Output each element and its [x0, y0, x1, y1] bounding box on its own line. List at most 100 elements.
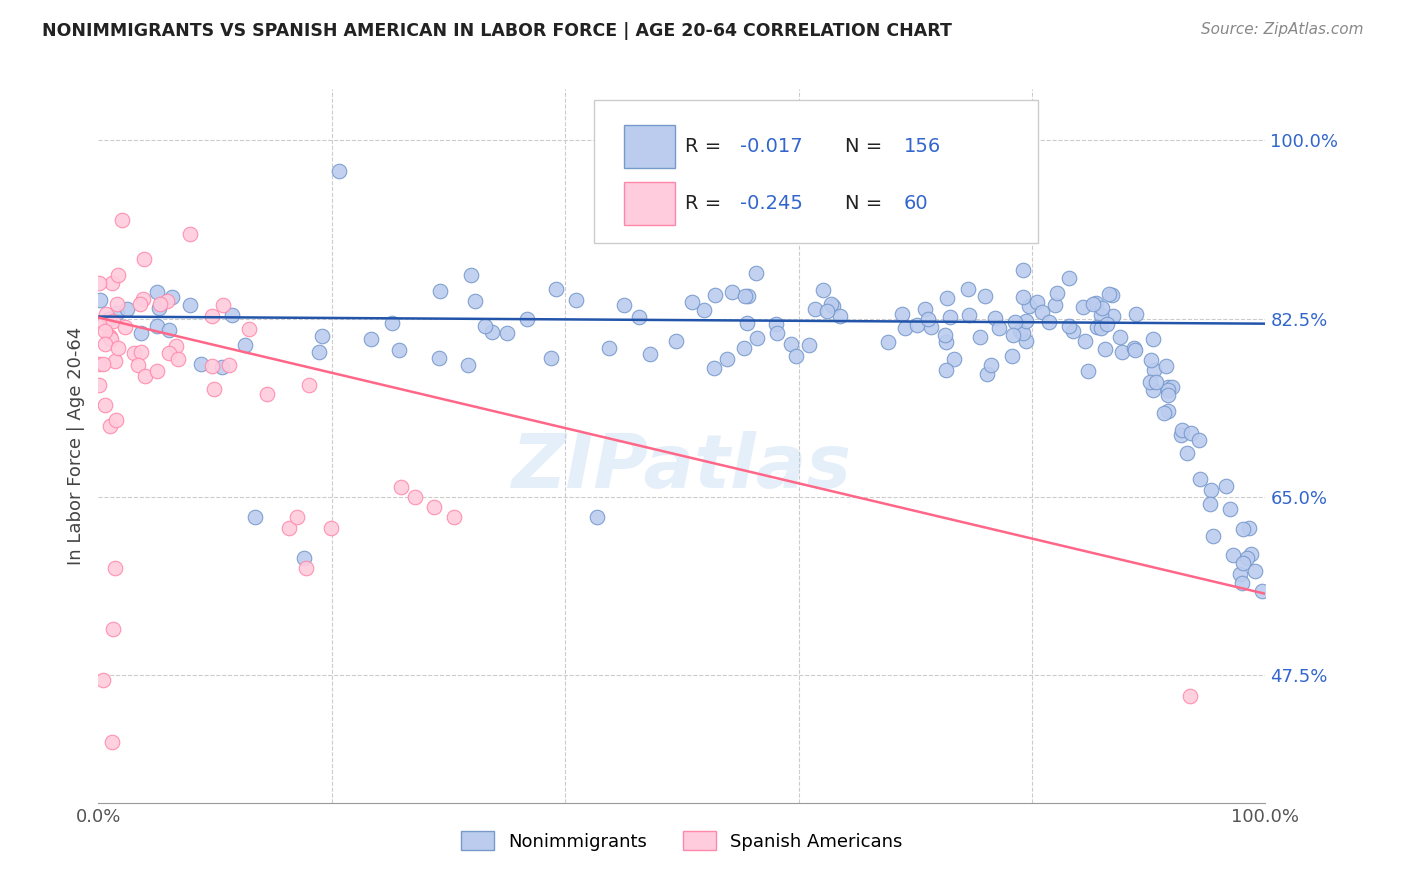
- Point: [221, 308, 243, 322]
- Point: [1215, 479, 1237, 493]
- Point: [720, 285, 742, 299]
- Point: [942, 351, 965, 366]
- Point: [114, 319, 136, 334]
- Point: [1011, 326, 1033, 341]
- Point: [1038, 315, 1060, 329]
- Point: [1170, 428, 1192, 442]
- FancyBboxPatch shape: [624, 182, 675, 225]
- Point: [936, 291, 959, 305]
- Point: [1237, 521, 1260, 535]
- Point: [308, 345, 330, 359]
- Point: [98, 329, 121, 343]
- Point: [1139, 376, 1161, 390]
- Point: [905, 318, 928, 332]
- Point: [94, 324, 117, 338]
- Point: [765, 317, 787, 331]
- Point: [1095, 317, 1118, 331]
- FancyBboxPatch shape: [624, 125, 675, 168]
- Point: [87, 377, 110, 392]
- Point: [104, 353, 127, 368]
- Point: [131, 345, 153, 359]
- Point: [1018, 299, 1040, 313]
- Point: [156, 294, 179, 309]
- Point: [628, 310, 651, 324]
- Point: [391, 480, 413, 494]
- Point: [105, 306, 128, 320]
- Point: [1012, 262, 1035, 277]
- Point: [298, 377, 321, 392]
- Text: Source: ZipAtlas.com: Source: ZipAtlas.com: [1201, 22, 1364, 37]
- Point: [956, 282, 979, 296]
- Point: [96, 307, 118, 321]
- Point: [1157, 388, 1180, 402]
- Point: [162, 290, 184, 304]
- Point: [128, 297, 150, 311]
- Point: [1251, 584, 1274, 599]
- Point: [1057, 318, 1080, 333]
- Point: [747, 331, 769, 345]
- Point: [934, 328, 956, 343]
- Point: [422, 500, 444, 515]
- Text: N =: N =: [845, 136, 889, 156]
- Point: [733, 341, 755, 355]
- Point: [1123, 341, 1146, 355]
- Point: [218, 358, 240, 372]
- Point: [1232, 556, 1254, 570]
- Point: [1091, 301, 1114, 315]
- Point: [1090, 308, 1112, 322]
- Point: [804, 301, 827, 316]
- Point: [1199, 483, 1222, 498]
- Point: [97, 311, 120, 326]
- Point: [1094, 342, 1116, 356]
- Point: [167, 351, 190, 366]
- Point: [703, 360, 725, 375]
- Point: [1232, 522, 1254, 536]
- Point: [1026, 294, 1049, 309]
- Point: [917, 312, 939, 326]
- Point: [716, 351, 738, 366]
- Point: [157, 346, 180, 360]
- Point: [1157, 380, 1180, 394]
- Point: [101, 623, 124, 637]
- Point: [211, 298, 233, 312]
- Point: [111, 213, 134, 227]
- Point: [598, 341, 620, 355]
- Point: [1202, 529, 1225, 543]
- Point: [1081, 297, 1104, 311]
- Point: [938, 310, 960, 325]
- Point: [980, 358, 1002, 372]
- Point: [779, 337, 801, 351]
- Point: [1236, 551, 1258, 566]
- Point: [211, 359, 233, 374]
- Point: [496, 326, 519, 340]
- Point: [93, 316, 115, 330]
- Legend: Nonimmigrants, Spanish Americans: Nonimmigrants, Spanish Americans: [454, 824, 910, 858]
- Point: [737, 289, 759, 303]
- Point: [734, 289, 756, 303]
- Text: -0.017: -0.017: [741, 136, 803, 156]
- Point: [1180, 425, 1202, 440]
- Point: [914, 302, 936, 317]
- Point: [294, 561, 316, 575]
- Point: [820, 297, 842, 311]
- Point: [146, 285, 169, 300]
- Point: [640, 346, 662, 360]
- Point: [1046, 285, 1069, 300]
- Point: [107, 341, 129, 355]
- Point: [935, 363, 957, 377]
- Point: [1157, 383, 1180, 397]
- Point: [457, 358, 479, 372]
- Point: [107, 268, 129, 283]
- Point: [1031, 305, 1053, 319]
- Point: [129, 326, 152, 340]
- Point: [877, 334, 900, 349]
- Point: [765, 326, 787, 340]
- Point: [935, 335, 957, 350]
- Point: [201, 359, 224, 374]
- Point: [474, 319, 496, 334]
- Point: [256, 387, 278, 401]
- Point: [1077, 364, 1099, 378]
- Point: [98, 329, 121, 343]
- Point: [815, 304, 838, 318]
- Point: [124, 345, 146, 359]
